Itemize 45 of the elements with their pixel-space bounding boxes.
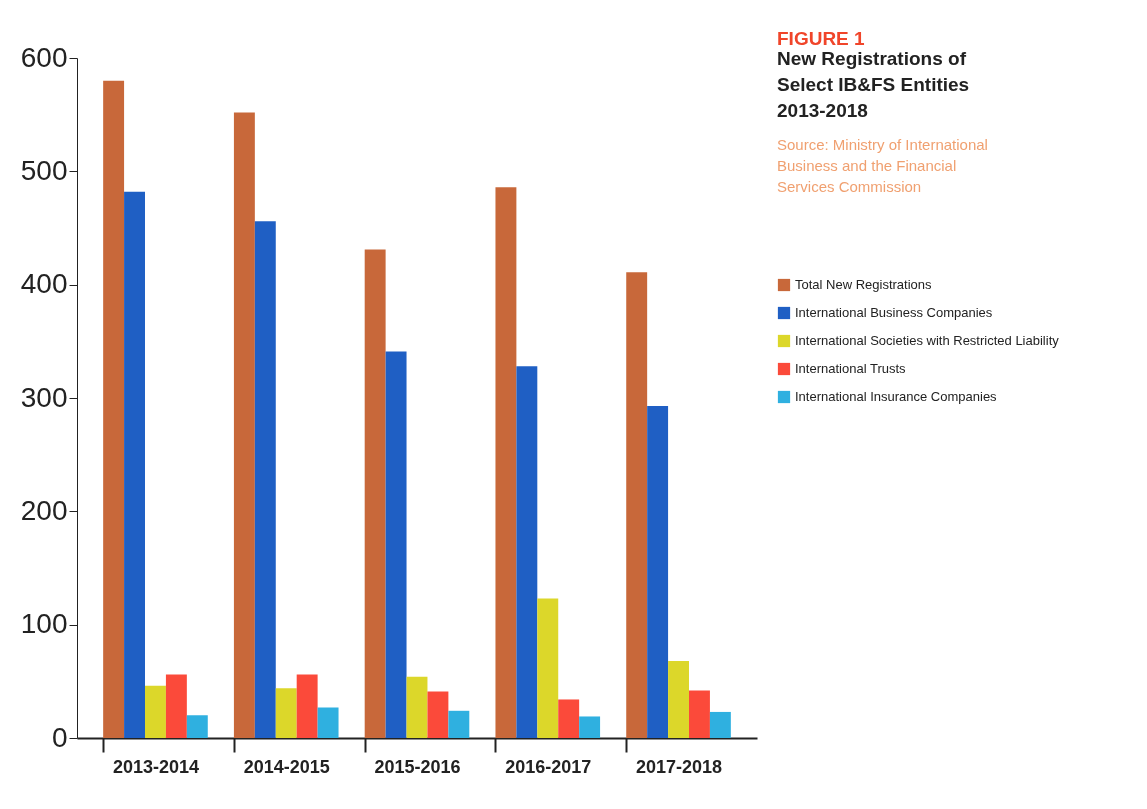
x-tick-label: 2014-2015 [243,756,330,777]
y-tick-label: 100 [20,608,68,640]
y-tick-label: 0 [51,721,68,753]
legend-label: International Insurance Companies [795,389,998,404]
legend-label: International Trusts [795,361,907,376]
bar [558,699,580,738]
bar [124,191,145,738]
text: FIGURE 1 [777,28,866,49]
bar [145,685,166,738]
bar [495,187,517,738]
legend-label: International Business Companies [795,305,993,320]
text: New Registrations of Select IB&FS Entities 2013-2018 [777,48,970,121]
y-tick-label: 300 [20,381,68,413]
y-tick-label: 200 [20,494,68,526]
bar [709,711,731,738]
source-note: Source: Ministry of International Business and the Financial Services Commission [777,136,988,195]
x-tick-label: 2015-2016 [374,756,461,777]
bar [103,80,125,738]
bar [275,688,297,738]
bar [364,249,386,738]
legend-label: International Societies with Restricted Liability [795,333,1060,348]
x-tick-label: 2017-2018 [635,756,723,777]
y-tick-label: 500 [20,154,68,186]
bar [516,366,538,738]
bar [165,674,187,738]
bar [406,676,428,738]
y-tick-label: 600 [20,41,68,73]
bar [186,715,208,738]
bar [317,707,339,738]
bar [668,660,689,738]
bar [579,716,601,738]
bar [385,351,407,738]
x-tick-label: 2016-2017 [505,756,592,777]
bar [427,691,449,738]
bar [537,598,559,738]
bar [626,272,648,738]
legend-label: Total New Registrations [795,277,933,292]
bar [448,710,470,738]
bar [296,674,318,738]
bar [254,221,276,738]
bar [233,112,255,738]
bar [689,690,710,738]
x-tick-label: 2013-2014 [112,756,200,777]
bar [647,405,669,738]
y-tick-label: 400 [20,268,68,300]
